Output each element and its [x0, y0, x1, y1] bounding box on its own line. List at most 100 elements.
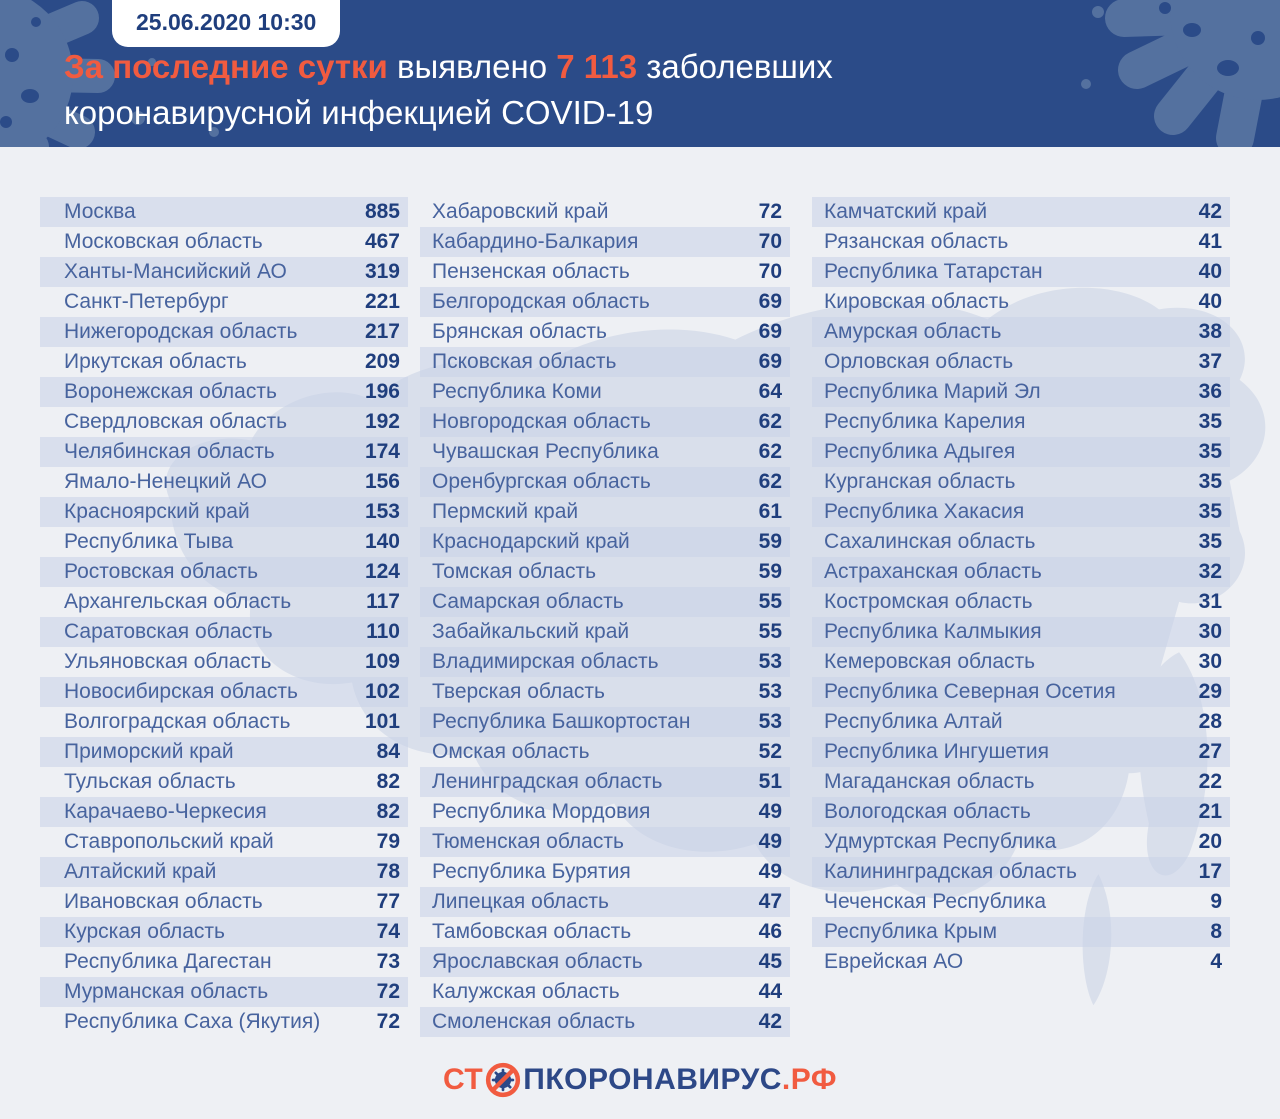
region-name: Забайкальский край: [432, 620, 630, 643]
region-name: Республика Дагестан: [64, 950, 272, 973]
region-count: 40: [1198, 290, 1222, 313]
table-row: Республика Хакасия 35: [812, 497, 1230, 527]
region-count: 82: [376, 800, 400, 823]
region-name: Камчатский край: [824, 200, 988, 223]
region-count: 72: [758, 200, 782, 223]
region-count: 101: [364, 710, 400, 733]
region-count: 22: [1198, 770, 1222, 793]
logo-suffix: .РФ: [781, 1063, 837, 1096]
region-count: 59: [758, 530, 782, 553]
region-name: Кемеровская область: [824, 650, 1036, 673]
region-name: Чеченская Республика: [824, 890, 1046, 913]
region-count: 38: [1198, 320, 1222, 343]
table-row: Томская область 59: [420, 557, 790, 587]
table-row: Еврейская АО 4: [812, 947, 1230, 977]
region-count: 69: [758, 290, 782, 313]
region-count: 51: [758, 770, 782, 793]
region-count: 156: [364, 470, 400, 493]
region-name: Липецкая область: [432, 890, 609, 913]
region-name: Республика Башкортостан: [432, 710, 691, 733]
region-name: Мурманская область: [64, 980, 269, 1003]
region-count: 72: [376, 1010, 400, 1033]
region-name: Пермский край: [432, 500, 579, 523]
region-name: Сахалинская область: [824, 530, 1036, 553]
table-row: Республика Карелия 35: [812, 407, 1230, 437]
region-name: Республика Ингушетия: [824, 740, 1050, 763]
table-row: Республика Тыва 140: [40, 527, 408, 557]
title-accent-count: 7 113: [556, 48, 638, 85]
region-name: Республика Мордовия: [432, 800, 651, 823]
table-row: Архангельская область 117: [40, 587, 408, 617]
region-count: 153: [364, 500, 400, 523]
region-name: Алтайский край: [64, 860, 217, 883]
table-row: Тульская область 82: [40, 767, 408, 797]
region-count: 36: [1198, 380, 1222, 403]
region-count: 192: [364, 410, 400, 433]
region-count: 174: [364, 440, 400, 463]
region-count: 21: [1198, 800, 1222, 823]
table-row: Карачаево-Черкесия 82: [40, 797, 408, 827]
region-name: Республика Татарстан: [824, 260, 1043, 283]
region-name: Псковская область: [432, 350, 617, 373]
region-name: Оренбургская область: [432, 470, 651, 493]
region-count: 69: [758, 350, 782, 373]
region-count: 29: [1198, 680, 1222, 703]
region-count: 72: [376, 980, 400, 1003]
table-row: Воронежская область 196: [40, 377, 408, 407]
region-name: Ярославская область: [432, 950, 643, 973]
region-count: 885: [364, 200, 400, 223]
region-count: 17: [1198, 860, 1222, 883]
stopcoronavirus-logo: СТ ПКОРОНАВИРУС .РФ: [0, 1062, 1280, 1098]
table-row: Брянская область 69: [420, 317, 790, 347]
region-count: 79: [376, 830, 400, 853]
region-name: Московская область: [64, 230, 263, 253]
region-name: Иркутская область: [64, 350, 247, 373]
table-row: Ульяновская область 109: [40, 647, 408, 677]
table-row: Республика Саха (Якутия) 72: [40, 1007, 408, 1037]
region-name: Москва: [64, 200, 136, 223]
region-name: Калужская область: [432, 980, 620, 1003]
region-count: 30: [1198, 650, 1222, 673]
table-row: Ленинградская область 51: [420, 767, 790, 797]
table-row: Тверская область 53: [420, 677, 790, 707]
region-name: Свердловская область: [64, 410, 288, 433]
table-row: Владимирская область 53: [420, 647, 790, 677]
region-count: 41: [1198, 230, 1222, 253]
title-accent-period: За последние сутки: [64, 48, 388, 85]
region-name: Вологодская область: [824, 800, 1031, 823]
region-name: Приморский край: [64, 740, 234, 763]
region-name: Тульская область: [64, 770, 236, 793]
region-name: Ленинградская область: [432, 770, 663, 793]
region-name: Смоленская область: [432, 1010, 636, 1033]
table-row: Ярославская область 45: [420, 947, 790, 977]
table-row: Республика Алтай 28: [812, 707, 1230, 737]
region-count: 53: [758, 680, 782, 703]
logo-main-text: ПКОРОНАВИРУС: [523, 1063, 782, 1096]
table-row: Саратовская область 110: [40, 617, 408, 647]
region-name: Томская область: [432, 560, 597, 583]
table-row: Вологодская область 21: [812, 797, 1230, 827]
region-name: Ивановская область: [64, 890, 263, 913]
region-name: Владимирская область: [432, 650, 659, 673]
region-count: 117: [366, 590, 400, 613]
table-row: Республика Башкортостан 53: [420, 707, 790, 737]
region-name: Хабаровский край: [432, 200, 609, 223]
table-row: Ямало-Ненецкий АО 156: [40, 467, 408, 497]
region-count: 140: [364, 530, 400, 553]
region-name: Республика Тыва: [64, 530, 234, 553]
region-name: Курская область: [64, 920, 225, 943]
table-row: Республика Мордовия 49: [420, 797, 790, 827]
region-count: 69: [758, 320, 782, 343]
region-name: Республика Калмыкия: [824, 620, 1042, 643]
region-count: 74: [376, 920, 400, 943]
table-row: Амурская область 38: [812, 317, 1230, 347]
table-row: Красноярский край 153: [40, 497, 408, 527]
region-name: Ульяновская область: [64, 650, 272, 673]
region-name: Магаданская область: [824, 770, 1035, 793]
table-row: Краснодарский край 59: [420, 527, 790, 557]
statistics-body: Москва 885 Московская область 467 Ханты-Манс…: [0, 147, 1280, 1119]
table-row: Кемеровская область 30: [812, 647, 1230, 677]
region-name: Республика Адыгея: [824, 440, 1016, 463]
region-count: 35: [1198, 500, 1222, 523]
title-line-2: коронавирусной инфекцией COVID-19: [64, 94, 654, 131]
